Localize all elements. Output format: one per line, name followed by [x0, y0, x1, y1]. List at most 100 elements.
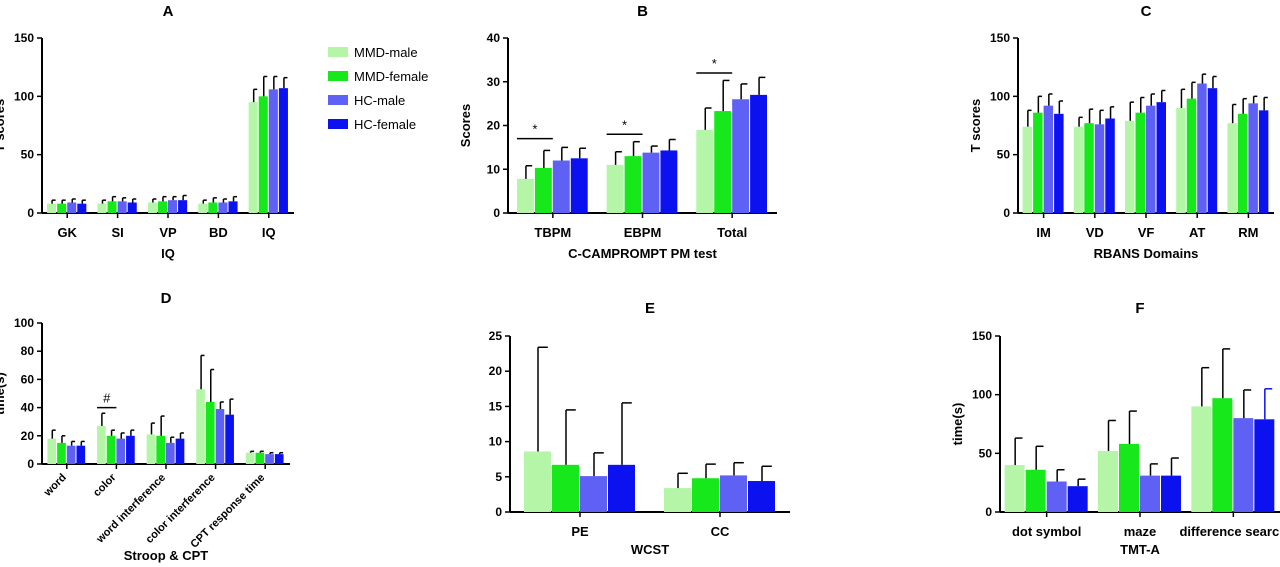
bar — [66, 445, 76, 464]
bar — [67, 202, 77, 213]
bar — [534, 167, 552, 213]
bar — [116, 438, 126, 464]
y-tick-label: 10 — [487, 162, 501, 176]
bar — [157, 201, 167, 213]
bar — [1197, 83, 1207, 213]
y-tick-label: 40 — [487, 31, 501, 45]
x-tick-label: dot symbol — [1012, 524, 1081, 539]
bar — [77, 203, 87, 213]
bar — [255, 452, 265, 464]
bar — [1227, 123, 1237, 213]
bar — [146, 434, 156, 464]
bar — [166, 442, 175, 464]
bar — [1073, 126, 1084, 213]
significance-marker: * — [532, 122, 537, 137]
x-tick-label: TBPM — [534, 225, 571, 240]
bar — [147, 202, 157, 213]
significance-marker: * — [622, 117, 627, 132]
bar — [1004, 465, 1025, 512]
y-axis-title: time(s) — [950, 403, 965, 446]
bar — [1207, 88, 1218, 213]
x-tick-label: BD — [209, 225, 228, 240]
bar — [608, 464, 635, 512]
bar — [268, 89, 278, 213]
bar — [274, 454, 284, 464]
bar — [228, 201, 238, 213]
bar — [47, 203, 57, 213]
bar — [175, 438, 185, 464]
bar — [1084, 123, 1094, 213]
bar — [156, 435, 165, 464]
bar — [714, 111, 732, 213]
bar — [1161, 475, 1181, 512]
x-axis-title: C-CAMPROMPT PM test — [568, 246, 717, 261]
bar — [47, 438, 57, 464]
bar — [278, 88, 288, 213]
bar — [1156, 102, 1166, 213]
bar — [117, 201, 127, 213]
bar — [168, 200, 178, 213]
y-tick-label: 100 — [990, 89, 1010, 103]
x-tick-label: PE — [571, 524, 589, 539]
panel-title: C — [1141, 3, 1152, 20]
bar — [1046, 481, 1067, 512]
x-axis-title: RBANS Domains — [1094, 246, 1199, 261]
y-tick-label: 0 — [27, 457, 34, 471]
bar — [748, 481, 775, 512]
x-axis-title: WCST — [631, 542, 669, 557]
x-tick-label: EBPM — [624, 225, 662, 240]
legend-item: HC-female — [328, 112, 428, 136]
legend-label: HC-female — [354, 116, 417, 132]
significance-marker: # — [103, 391, 111, 406]
bar — [127, 202, 137, 213]
x-axis-title: TMT-A — [1120, 542, 1160, 557]
bar — [1094, 124, 1105, 213]
x-tick-label: RM — [1238, 225, 1258, 240]
y-axis-title: time(s) — [0, 372, 7, 415]
bar — [732, 99, 750, 213]
bar — [524, 451, 551, 512]
bar — [750, 94, 768, 213]
bar — [516, 178, 534, 213]
bar — [1186, 98, 1197, 213]
y-tick-label: 150 — [14, 31, 34, 45]
x-tick-label: GK — [57, 225, 77, 240]
panel-title: A — [163, 3, 174, 20]
legend-item: MMD-female — [328, 64, 428, 88]
x-tick-label: Total — [717, 225, 747, 240]
bar — [107, 201, 117, 213]
y-tick-label: 20 — [21, 429, 35, 443]
bar — [225, 414, 234, 464]
x-tick-label: AT — [1189, 225, 1205, 240]
bar — [1258, 110, 1269, 213]
x-axis-title: Stroop & CPT — [124, 548, 209, 563]
bar — [1254, 419, 1275, 512]
y-tick-label: 50 — [979, 446, 993, 460]
bar — [97, 203, 107, 213]
significance-marker: * — [712, 56, 717, 71]
y-tick-label: 150 — [990, 31, 1010, 45]
bar — [1125, 120, 1135, 213]
bar — [1022, 126, 1033, 213]
y-tick-label: 0 — [985, 505, 992, 519]
y-tick-label: 10 — [489, 435, 503, 449]
bar — [1248, 103, 1258, 213]
y-tick-label: 100 — [14, 89, 34, 103]
bar — [106, 435, 116, 464]
bar — [1191, 406, 1212, 512]
legend-swatch — [328, 47, 348, 57]
y-tick-label: 80 — [21, 344, 35, 358]
bar — [218, 202, 228, 213]
bar — [126, 435, 135, 464]
bar — [606, 164, 624, 213]
y-axis-title: T scores — [968, 99, 983, 152]
x-tick-label: VF — [1138, 225, 1155, 240]
bar — [552, 464, 579, 512]
y-tick-label: 60 — [21, 372, 35, 386]
y-tick-label: 100 — [14, 316, 34, 330]
y-tick-label: 20 — [487, 119, 501, 133]
bar — [208, 202, 218, 213]
x-tick-label: VD — [1086, 225, 1104, 240]
y-tick-label: 5 — [495, 470, 502, 484]
bar — [664, 488, 691, 512]
